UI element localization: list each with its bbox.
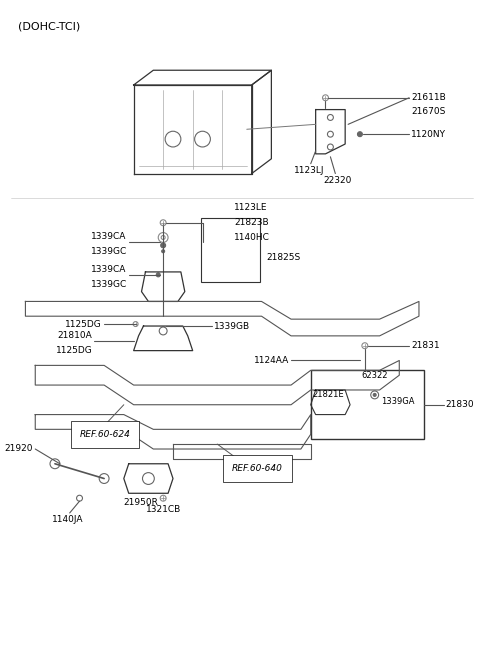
Bar [311, 370, 424, 439]
Text: 1125DG: 1125DG [65, 319, 102, 329]
Text: 21611B: 21611B [411, 93, 446, 102]
Text: REF.60-624: REF.60-624 [80, 430, 131, 439]
Circle shape [156, 273, 160, 277]
Text: 1140JA: 1140JA [52, 515, 84, 524]
Text: 22320: 22320 [323, 176, 351, 184]
Text: 1339GC: 1339GC [91, 280, 127, 289]
Text: 1124AA: 1124AA [254, 356, 289, 365]
Text: 1140HC: 1140HC [234, 233, 270, 242]
Text: 1125DG: 1125DG [56, 346, 92, 355]
Bar [201, 218, 260, 282]
Text: 1123LJ: 1123LJ [293, 166, 324, 174]
Circle shape [161, 243, 166, 248]
Text: 1339GA: 1339GA [382, 398, 415, 406]
Text: 1339CA: 1339CA [91, 265, 127, 274]
Text: (DOHC-TCI): (DOHC-TCI) [18, 21, 80, 31]
Text: 1339GC: 1339GC [91, 247, 127, 256]
Text: 1321CB: 1321CB [145, 505, 181, 514]
Text: 1339CA: 1339CA [91, 232, 127, 241]
Text: 21950R: 21950R [123, 498, 158, 507]
Circle shape [373, 394, 376, 396]
Text: 21831: 21831 [411, 341, 440, 350]
Text: 21670S: 21670S [411, 107, 445, 116]
Text: REF.60-640: REF.60-640 [232, 464, 283, 473]
Text: 1339GB: 1339GB [214, 321, 251, 331]
Text: 62322: 62322 [361, 371, 388, 380]
Text: 1123LE: 1123LE [234, 203, 267, 213]
Text: 21810A: 21810A [58, 331, 92, 340]
Text: 21821E: 21821E [312, 390, 344, 400]
Circle shape [358, 132, 362, 136]
Text: 21920: 21920 [5, 443, 33, 453]
Text: 21823B: 21823B [234, 218, 269, 227]
Text: 1120NY: 1120NY [411, 130, 446, 138]
Text: 21830: 21830 [445, 400, 474, 409]
Circle shape [162, 250, 165, 253]
Text: 21825S: 21825S [266, 253, 300, 262]
